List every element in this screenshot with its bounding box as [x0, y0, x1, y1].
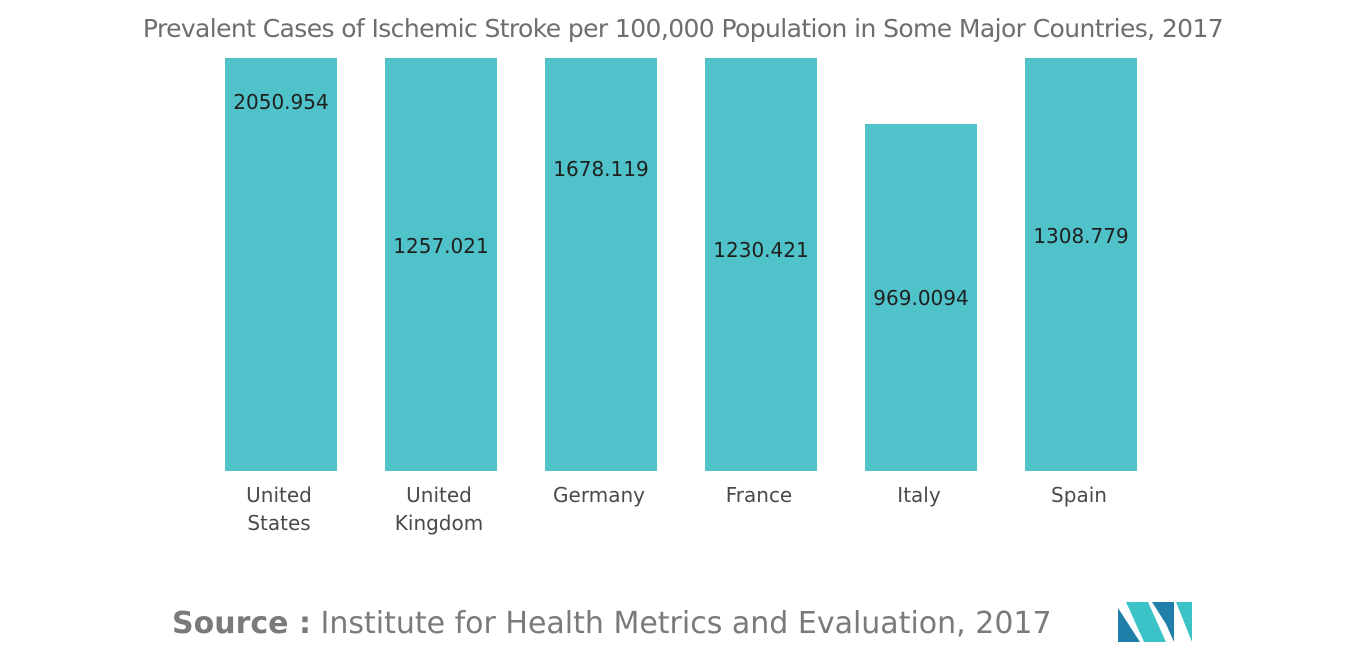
- bar-value-label: 969.0094: [873, 286, 968, 310]
- category-label: United: [406, 483, 472, 507]
- bar-value-label: 1678.119: [553, 157, 648, 181]
- bar-value-label: 1230.421: [713, 238, 808, 262]
- bar: [545, 58, 657, 471]
- category-label: France: [726, 483, 793, 507]
- bar: [865, 124, 977, 471]
- bar: [1025, 58, 1137, 471]
- source-text: Institute for Health Metrics and Evaluat…: [320, 606, 1052, 641]
- category-label: Spain: [1051, 483, 1107, 507]
- bar: [705, 58, 817, 471]
- category-label: Italy: [897, 483, 941, 507]
- mordor-intelligence-logo-icon: [1118, 602, 1192, 642]
- bar-chart: 2050.954 1257.021 1678.119 1230.421 969.0094…: [225, 58, 1137, 535]
- bar: [385, 58, 497, 471]
- bar-value-labels: 2050.954 1257.021 1678.119 1230.421 969.0094…: [233, 90, 1128, 310]
- bar: [225, 58, 337, 471]
- bars-group: [225, 58, 1137, 471]
- bar-value-label: 2050.954: [233, 90, 328, 114]
- category-labels: United States United Kingdom Germany France It…: [246, 483, 1107, 535]
- category-label: United: [246, 483, 312, 507]
- bar-value-label: 1308.779: [1033, 224, 1128, 248]
- bar-value-label: 1257.021: [393, 234, 488, 258]
- category-label: Kingdom: [395, 511, 483, 535]
- category-label: States: [247, 511, 310, 535]
- source-note: Source : Institute for Health Metrics an…: [172, 606, 1052, 641]
- category-label: Germany: [553, 483, 645, 507]
- source-label: Source :: [172, 606, 311, 641]
- chart-title: Prevalent Cases of Ischemic Stroke per 1…: [142, 14, 1224, 43]
